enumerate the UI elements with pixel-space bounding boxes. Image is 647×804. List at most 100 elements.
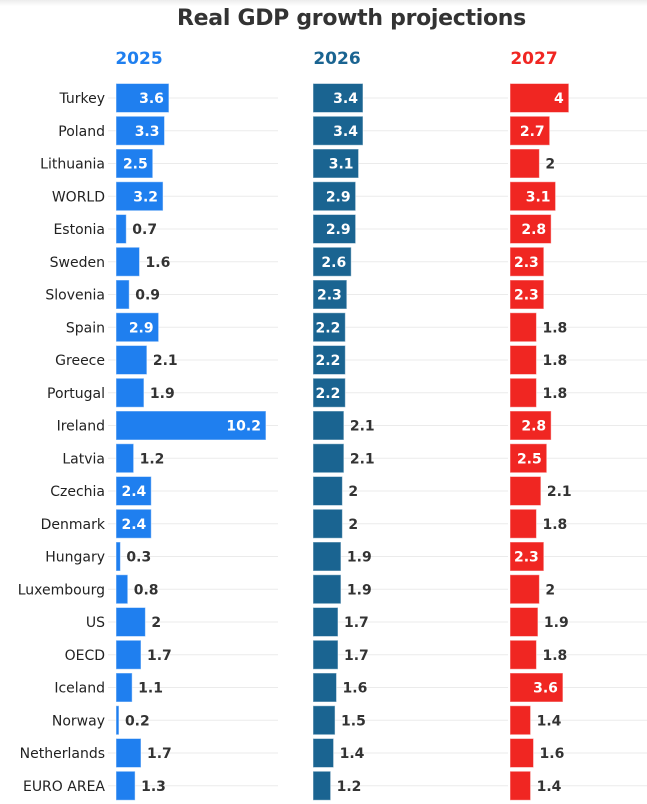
data-label-2027: 1.4 [537, 713, 562, 729]
category-label: Netherlands [20, 746, 105, 762]
category-label: OECD [65, 648, 105, 664]
category-label: Estonia [53, 222, 105, 238]
category-label: Iceland [54, 681, 105, 697]
bar-2026 [312, 214, 357, 244]
data-label-2027: 1.8 [542, 648, 567, 664]
data-label-2027: 1.8 [542, 386, 567, 402]
bar-2026 [312, 508, 343, 539]
bar-2026 [312, 705, 336, 736]
data-label-2025: 0.3 [126, 550, 151, 566]
data-label-2026: 2.1 [350, 419, 375, 435]
bar-2026 [312, 312, 346, 343]
data-label-2027: 2.3 [514, 255, 539, 271]
bar-2027 [509, 410, 552, 441]
bar-2027 [509, 115, 551, 146]
category-label: Spain [66, 320, 105, 336]
data-label-2026: 2.6 [321, 255, 346, 271]
bar-2025 [115, 410, 267, 441]
bar-2026 [312, 443, 345, 474]
bar-2027 [509, 83, 570, 113]
bar-2027 [509, 246, 545, 277]
data-label-2027: 1.8 [542, 320, 567, 336]
bar-2026 [312, 279, 348, 310]
data-label-2027: 1.6 [540, 746, 565, 762]
data-label-2025: 0.8 [134, 582, 159, 598]
category-label: Sweden [50, 255, 105, 271]
data-label-2026: 1.4 [340, 746, 365, 762]
data-label-2027: 2.7 [520, 124, 545, 140]
bar-2027 [509, 639, 537, 670]
data-label-2025: 3.2 [133, 189, 158, 205]
category-label: Poland [58, 124, 105, 140]
bar-2025 [115, 83, 170, 113]
data-label-2027: 1.8 [542, 353, 567, 369]
data-label-2026: 1.2 [337, 779, 362, 795]
year-header-2026: 2026 [313, 49, 360, 69]
data-label-2025: 3.6 [139, 91, 164, 107]
data-label-2026: 2.2 [316, 386, 341, 402]
data-label-2026: 1.7 [344, 615, 369, 631]
category-label: Turkey [58, 91, 105, 107]
data-label-2027: 2.5 [517, 451, 542, 467]
bar-2026 [312, 148, 360, 179]
bar-2025 [115, 377, 145, 408]
bar-2025 [115, 672, 133, 703]
bar-2027 [509, 279, 545, 310]
data-label-2026: 1.5 [341, 713, 366, 729]
data-label-2026: 3.4 [333, 124, 358, 140]
year-header-2025: 2025 [115, 49, 162, 69]
bar-2025 [115, 279, 130, 310]
category-label: WORLD [52, 189, 105, 205]
category-label: Luxembourg [18, 582, 105, 598]
category-label: EURO AREA [23, 779, 105, 795]
bar-2025 [115, 738, 142, 768]
data-label-2025: 0.7 [132, 222, 157, 238]
category-label: Greece [55, 353, 105, 369]
bar-2027 [509, 738, 535, 768]
bar-2027 [509, 377, 537, 408]
category-label: Denmark [41, 517, 106, 533]
data-label-2026: 2.1 [350, 451, 375, 467]
data-label-2025: 2.5 [123, 157, 148, 173]
data-label-2025: 0.2 [125, 713, 150, 729]
data-label-2025: 2 [151, 615, 161, 631]
bar-2027 [509, 574, 540, 605]
bar-2027 [509, 508, 537, 539]
data-label-2025: 0.9 [135, 288, 160, 304]
data-label-2026: 1.9 [347, 582, 372, 598]
bar-2025 [115, 574, 129, 605]
data-label-2026: 2 [348, 484, 358, 500]
bar-2025 [115, 541, 121, 572]
bar-2027 [509, 476, 542, 506]
bar-2026 [312, 115, 364, 146]
data-label-2025: 1.6 [146, 255, 171, 271]
data-label-2027: 2.8 [521, 222, 546, 238]
data-label-2025: 1.7 [147, 746, 172, 762]
bar-2027 [509, 705, 532, 736]
bar-2026 [312, 639, 339, 670]
category-label: US [86, 615, 105, 631]
data-label-2026: 2.9 [326, 189, 351, 205]
bar-2026 [312, 345, 346, 375]
data-label-2027: 2.3 [514, 550, 539, 566]
data-label-2025: 1.9 [150, 386, 175, 402]
data-label-2025: 1.3 [141, 779, 166, 795]
chart-title: Real GDP growth projections [177, 6, 526, 31]
bar-2025 [115, 246, 141, 277]
bar-2025 [115, 115, 166, 146]
data-label-2027: 2 [545, 582, 555, 598]
bar-2026 [312, 770, 332, 801]
bar-2027 [509, 541, 545, 572]
data-label-2026: 1.6 [343, 681, 368, 697]
bar-2027 [509, 181, 557, 212]
data-label-2027: 3.6 [533, 681, 558, 697]
data-label-2025: 1.1 [138, 681, 163, 697]
bar-2025 [115, 148, 154, 179]
bar-2025 [115, 639, 142, 670]
data-label-2025: 2.1 [153, 353, 178, 369]
category-label: Latvia [62, 451, 105, 467]
data-label-2027: 1.8 [542, 517, 567, 533]
bar-2026 [312, 574, 342, 605]
bar-2026 [312, 83, 364, 113]
data-label-2027: 1.9 [544, 615, 569, 631]
